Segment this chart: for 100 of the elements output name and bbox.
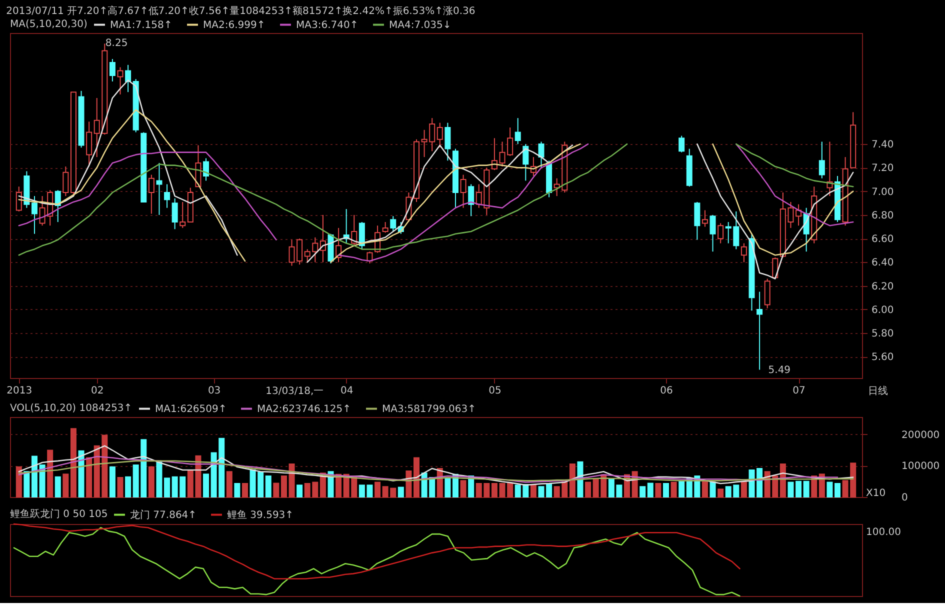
legend-label: MA1:7.158↑ (110, 20, 172, 31)
text: 日线 (868, 385, 888, 397)
bar (47, 450, 54, 498)
bar (78, 450, 84, 498)
legend-title: VOL(5,10,20) 1084253↑ (10, 403, 132, 414)
bar (803, 480, 810, 498)
candlestick (125, 64, 132, 93)
bar (788, 482, 794, 498)
candlestick (172, 198, 178, 230)
candlestick (117, 66, 124, 95)
candlestick (538, 141, 544, 168)
x-tick-label: 02 (90, 386, 104, 396)
candlestick (740, 242, 747, 263)
bar (585, 482, 592, 498)
y-tick-label: 5.60 (872, 352, 894, 364)
bar (834, 483, 841, 498)
bar (148, 466, 154, 498)
candlestick (62, 166, 69, 197)
candlestick (382, 222, 388, 234)
bar (678, 480, 685, 498)
line-series (18, 460, 854, 482)
line-series (18, 456, 838, 483)
y-tick-label: 7.40 (872, 140, 894, 151)
x-tick-label: 06 (660, 386, 673, 396)
legend-title: MA(5,10,20,30) (10, 19, 88, 30)
legend-label: MA2:623746.125↑ (257, 404, 352, 415)
bar (70, 428, 76, 498)
chart-title: 2013/07/11 开7.20↑高7.67↑低7.20↑收7.56↑量1084253↑额81572↑换2.42%↑振6.53%↑涨0.36 (6, 5, 476, 17)
line-series (18, 445, 854, 486)
y-tick-label: 6.00 (872, 304, 894, 316)
x-tick-label: 05 (488, 386, 502, 396)
bar (39, 464, 46, 498)
candlestick (31, 196, 38, 234)
bar (242, 483, 248, 498)
y-tick-label: 6.60 (872, 234, 894, 246)
bar (54, 476, 61, 498)
bar (710, 482, 716, 498)
text: 100.00 (866, 527, 901, 538)
candlestick (203, 158, 210, 182)
annotation: 5.49 (768, 365, 791, 376)
y-tick-label: 6.80 (872, 210, 894, 222)
candlestick (460, 174, 466, 208)
bar (86, 457, 92, 498)
y-tick-label: 100000 (902, 461, 940, 472)
bar (406, 470, 412, 498)
bar (444, 478, 451, 498)
y-tick-label: 6.40 (872, 258, 894, 269)
bar (273, 482, 280, 498)
bar (234, 483, 240, 498)
bar (670, 482, 677, 498)
x-tick-label: 03 (208, 386, 221, 396)
bar (265, 475, 272, 498)
text: 13/03/18,一 (266, 386, 324, 397)
bar (655, 483, 662, 498)
bar (164, 478, 170, 498)
candlestick (764, 278, 770, 309)
candlestick (678, 135, 685, 153)
bar (296, 484, 303, 498)
bar (640, 486, 646, 498)
candlestick (756, 291, 763, 370)
bar (414, 457, 420, 498)
bar (226, 471, 232, 498)
candlestick (514, 118, 521, 145)
bar (460, 480, 466, 498)
bar (16, 466, 22, 498)
bar (796, 480, 802, 498)
bar (702, 480, 708, 498)
bar (156, 461, 162, 498)
bar (374, 482, 381, 498)
x-tick-label: 04 (340, 386, 354, 396)
legend-title: 鲤鱼跃龙门 0 50 105 (10, 508, 108, 520)
legend-label: MA3:581799.063↑ (382, 404, 476, 415)
candlestick (156, 162, 162, 216)
y-tick-label: 5.80 (872, 328, 894, 340)
y-tick-label: 6.20 (872, 281, 894, 292)
candlestick (86, 121, 92, 168)
x-tick-label: 07 (792, 386, 806, 396)
bar (109, 466, 116, 498)
text: X10 (866, 488, 886, 499)
y-tick-label: 200000 (902, 430, 940, 441)
candlestick (358, 222, 365, 250)
legend-label: 鲤鱼 39.593↑ (227, 508, 294, 521)
legend-label: MA3:6.740↑ (296, 20, 358, 31)
candlestick (148, 174, 154, 214)
bar (491, 483, 498, 498)
candlestick (702, 210, 708, 228)
candlestick (16, 186, 22, 212)
y-tick-label: 7.20 (872, 163, 894, 174)
candlestick (164, 184, 170, 208)
bar (117, 477, 124, 498)
candlestick (180, 201, 186, 228)
candlestick (351, 214, 358, 246)
candlestick (444, 122, 451, 162)
bar (398, 486, 404, 498)
x-tick-label: 2013 (6, 386, 32, 396)
bar (31, 456, 38, 498)
bar (718, 488, 724, 498)
bar (24, 471, 30, 498)
y-tick-label: 0 (902, 492, 908, 504)
bar (662, 483, 669, 498)
